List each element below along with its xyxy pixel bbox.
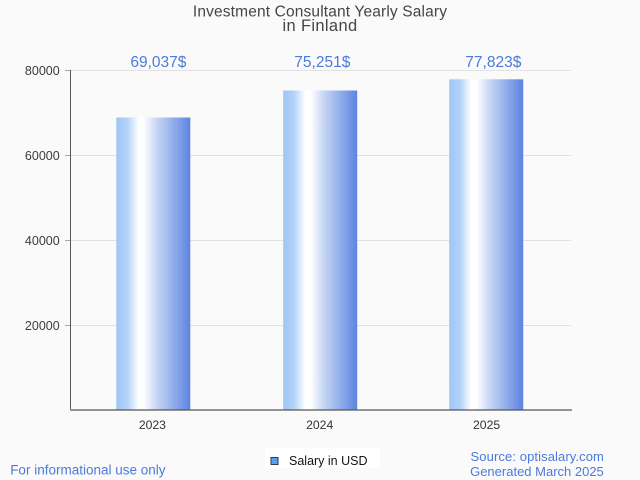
svg-text:69,037$: 69,037$ [130,54,186,71]
svg-text:2025: 2025 [473,418,500,432]
svg-text:For informational use only: For informational use only [10,462,166,477]
svg-text:in Finland: in Finland [282,17,357,35]
svg-text:60000: 60000 [25,149,60,163]
svg-text:Investment Consultant Yearly S: Investment Consultant Yearly Salary [193,3,447,20]
svg-text:77,823$: 77,823$ [465,54,521,71]
svg-text:Generated March 2025: Generated March 2025 [470,464,604,479]
svg-text:2023: 2023 [139,418,166,432]
svg-text:20000: 20000 [25,319,60,333]
svg-text:2024: 2024 [306,418,333,432]
svg-text:40000: 40000 [25,234,60,248]
svg-text:75,251$: 75,251$ [294,54,350,71]
svg-text:Source: optisalary.com: Source: optisalary.com [471,449,604,464]
svg-text:Salary in USD: Salary in USD [289,454,368,468]
svg-text:80000: 80000 [25,64,60,78]
